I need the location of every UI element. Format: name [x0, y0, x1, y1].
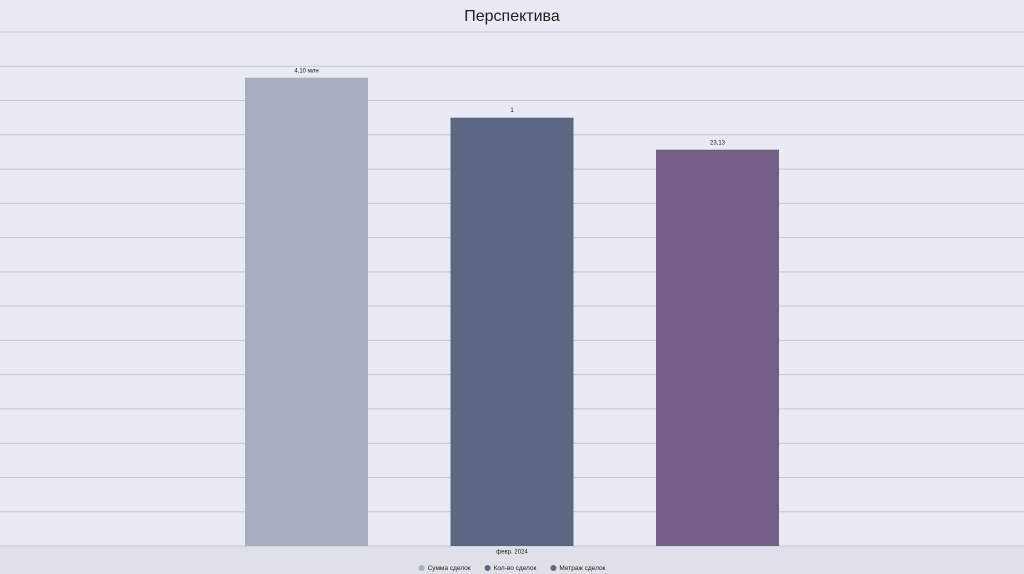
legend-label: Кол-во сделок	[494, 565, 537, 572]
legend-marker	[418, 565, 425, 571]
legend-marker	[550, 565, 557, 571]
bar	[450, 117, 574, 547]
footer-band	[0, 546, 1024, 574]
legend-label: Метраж сделок	[559, 565, 605, 572]
legend-label: Сумма сделок	[428, 565, 471, 572]
legend-marker	[484, 565, 491, 571]
chart-title: Перспектива	[464, 8, 560, 25]
x-tick-label: февр. 2024	[496, 550, 528, 556]
data-label: 1	[510, 108, 514, 114]
data-label: 23,13	[710, 140, 726, 146]
data-label: 4,10 млн	[294, 68, 318, 74]
bar	[245, 77, 368, 546]
bar	[656, 149, 779, 546]
